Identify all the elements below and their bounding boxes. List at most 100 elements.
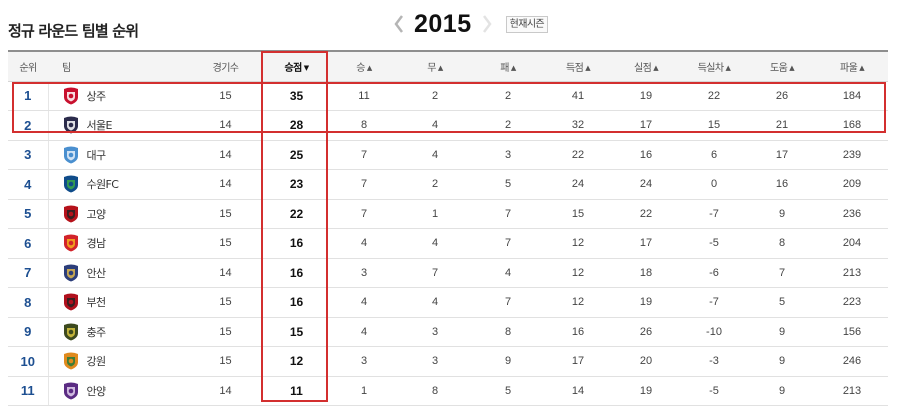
- assists-cell: 9: [748, 376, 816, 406]
- team-name[interactable]: 부천: [86, 296, 107, 310]
- points-cell: 23: [263, 169, 330, 200]
- team-name[interactable]: 안산: [86, 266, 107, 280]
- table-row: 4 수원FC 14 23 7 2 5 24 24 0 16 209: [8, 169, 888, 200]
- goals-for-cell: 14: [544, 376, 612, 406]
- draws-cell: 4: [398, 140, 472, 170]
- chevron-right-icon[interactable]: [478, 11, 496, 37]
- team-cell: 안산: [48, 258, 188, 288]
- draws-cell: 1: [398, 199, 472, 229]
- draws-cell: 4: [398, 110, 472, 141]
- column-header-goals-for[interactable]: 득점 ▲: [544, 50, 612, 82]
- team-name[interactable]: 강원: [86, 355, 107, 369]
- column-header-goal-difference[interactable]: 득실차 ▲: [680, 50, 748, 82]
- column-header-losses[interactable]: 패 ▲: [472, 50, 544, 82]
- team-emblem-icon: [63, 352, 79, 370]
- rank-cell: 5: [8, 199, 49, 229]
- points-cell: 16: [263, 258, 330, 288]
- team-name[interactable]: 수원FC: [86, 178, 119, 192]
- assists-cell: 9: [748, 199, 816, 229]
- rank-cell: 1: [8, 81, 49, 111]
- goal-difference-cell: -7: [680, 199, 748, 229]
- column-header-wins[interactable]: 승 ▲: [330, 50, 398, 82]
- season-year: 2015: [414, 9, 472, 38]
- goals-against-cell: 19: [612, 287, 680, 318]
- points-cell: 12: [263, 346, 330, 377]
- fouls-cell: 209: [816, 169, 888, 200]
- goal-difference-cell: -10: [680, 317, 748, 347]
- column-header-fouls[interactable]: 파울 ▲: [816, 50, 888, 82]
- games-played-cell: 15: [188, 199, 263, 229]
- wins-cell: 7: [330, 199, 398, 229]
- sort-descending-icon: ▼: [303, 63, 309, 72]
- draws-cell: 4: [398, 287, 472, 318]
- fouls-cell: 223: [816, 287, 888, 318]
- table-row: 3 대구 14 25 7 4 3 22 16 6 17 239: [8, 140, 888, 170]
- team-emblem-icon: [63, 293, 79, 311]
- goal-difference-cell: -5: [680, 228, 748, 259]
- wins-cell: 7: [330, 169, 398, 200]
- rank-cell: 9: [8, 317, 49, 347]
- losses-cell: 9: [472, 346, 544, 377]
- current-season-button[interactable]: 현재시즌: [505, 15, 549, 33]
- team-cell: 부천: [48, 287, 188, 318]
- sort-ascending-icon: ▲: [510, 63, 516, 72]
- table-row: 10 강원 15 12 3 3 9 17 20 -3 9 246: [8, 346, 888, 377]
- table-row: 5 고양 15 22 7 1 7 15 22 -7 9 236: [8, 199, 888, 229]
- goals-against-cell: 26: [612, 317, 680, 347]
- wins-cell: 4: [330, 287, 398, 318]
- goal-difference-cell: 15: [680, 110, 748, 141]
- team-name[interactable]: 상주: [86, 89, 107, 103]
- column-header-label: 경기수: [212, 62, 239, 74]
- rank-cell: 10: [8, 346, 49, 377]
- losses-cell: 5: [472, 169, 544, 200]
- team-cell: 상주: [48, 81, 188, 111]
- team-name[interactable]: 안양: [86, 384, 107, 398]
- team-emblem-icon: [63, 116, 79, 134]
- column-header-label: 득실차: [697, 62, 724, 74]
- losses-cell: 2: [472, 81, 544, 111]
- losses-cell: 8: [472, 317, 544, 347]
- team-name[interactable]: 고양: [86, 207, 107, 221]
- column-header-draws[interactable]: 무 ▲: [398, 50, 472, 82]
- standings-table: 순위 팀 경기수 승점 ▼ 승 ▲ 무 ▲ 패 ▲ 득점 ▲ 실점 ▲ 득실차 ▲ 도움 ▲ 파울 ▲ 1 상주 15 35 1…: [8, 50, 888, 406]
- sort-ascending-icon: ▲: [859, 63, 864, 72]
- sort-ascending-icon: ▲: [789, 63, 794, 72]
- sort-ascending-icon: ▲: [653, 63, 658, 72]
- column-header-label: 승점: [284, 62, 303, 74]
- table-row: 2 서울E 14 28 8 4 2 32 17 15 21 168: [8, 110, 888, 141]
- points-cell: 11: [263, 376, 330, 406]
- column-header-points[interactable]: 승점 ▼: [263, 50, 330, 82]
- team-name[interactable]: 대구: [86, 148, 107, 162]
- goals-for-cell: 15: [544, 199, 612, 229]
- goals-against-cell: 22: [612, 199, 680, 229]
- assists-cell: 26: [748, 81, 816, 111]
- goal-difference-cell: 22: [680, 81, 748, 111]
- sort-ascending-icon: ▲: [725, 63, 731, 72]
- year-navigator: 2015 현재시즌: [390, 9, 549, 39]
- games-played-cell: 15: [188, 317, 263, 347]
- games-played-cell: 14: [188, 376, 263, 406]
- column-header-label: 파울: [840, 62, 858, 74]
- team-name[interactable]: 충주: [86, 325, 107, 339]
- assists-cell: 9: [748, 317, 816, 347]
- sort-ascending-icon: ▲: [366, 63, 372, 72]
- assists-cell: 16: [748, 169, 816, 200]
- fouls-cell: 236: [816, 199, 888, 229]
- goal-difference-cell: -5: [680, 376, 748, 406]
- fouls-cell: 213: [816, 258, 888, 288]
- fouls-cell: 184: [816, 81, 888, 111]
- chevron-left-icon[interactable]: [390, 11, 408, 37]
- team-name[interactable]: 경남: [86, 237, 107, 251]
- team-cell: 안양: [48, 376, 188, 406]
- goal-difference-cell: 6: [680, 140, 748, 170]
- points-cell: 35: [263, 81, 330, 111]
- column-header-label: 실점: [634, 62, 652, 74]
- team-name[interactable]: 서울E: [86, 119, 113, 133]
- column-header-goals-against[interactable]: 실점 ▲: [612, 50, 680, 82]
- column-header-assists[interactable]: 도움 ▲: [748, 50, 816, 82]
- draws-cell: 3: [398, 317, 472, 347]
- column-header-label: 도움: [770, 62, 788, 74]
- goals-against-cell: 16: [612, 140, 680, 170]
- table-row: 1 상주 15 35 11 2 2 41 19 22 26 184: [8, 81, 888, 111]
- team-emblem-icon: [63, 382, 79, 400]
